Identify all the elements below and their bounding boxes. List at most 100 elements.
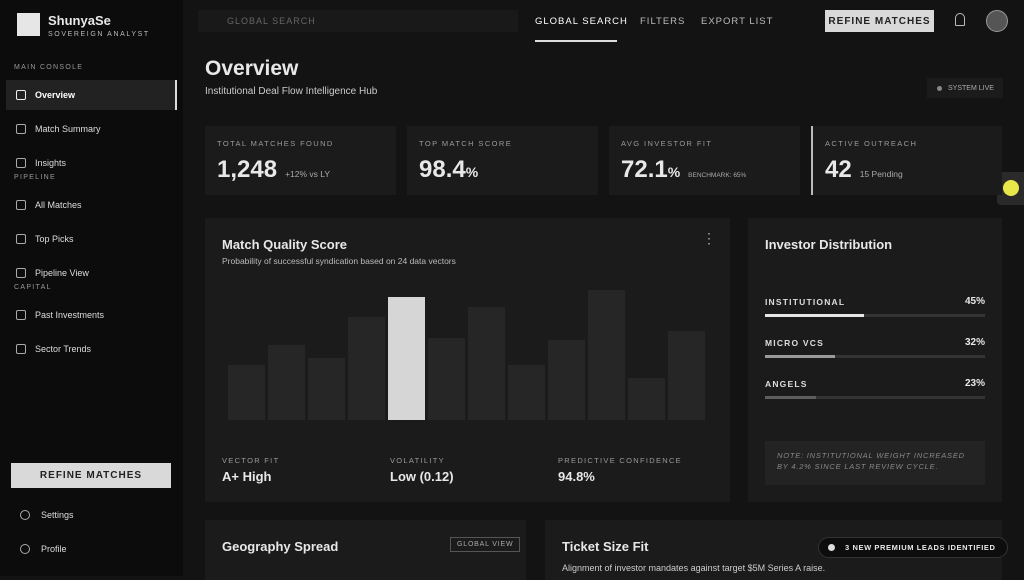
status-text: SYSTEM LIVE [948,84,994,92]
status-dot [937,86,942,91]
dist-value: 23% [964,378,985,389]
toast-dot [828,544,835,551]
kpi-note: +12% vs LY [285,169,331,179]
logo [17,13,40,36]
bar [668,331,705,420]
dist-name: ANGELS [765,379,808,389]
brand-name: ShunyaSe [48,13,111,28]
kpi-label: TOP MATCH SCORE [419,139,513,148]
tab[interactable]: GLOBAL SEARCH [535,16,628,27]
kpi-number: 72.1 [621,156,668,183]
bar [348,317,385,420]
nav-item[interactable]: Top Picks [6,224,177,254]
dist-name: MICRO VCS [765,338,824,348]
kpi-label: ACTIVE OUTREACH [825,139,918,148]
nav-icon [16,124,26,134]
card-subtitle: Alignment of investor mandates against t… [562,563,826,573]
dist-fill [765,314,864,317]
bar-chart [228,290,705,420]
bar [588,290,625,420]
nav-item[interactable]: All Matches [6,190,177,220]
nav-item[interactable]: Past Investments [6,300,177,330]
kpi-value: 42 15 Pending [825,156,903,184]
nav-item[interactable]: Overview [6,80,177,110]
nav-label: Insights [35,158,67,168]
nav-label: Match Summary [35,124,101,134]
nav-item[interactable]: Pipeline View [6,258,177,288]
stat-label: PREDICTIVE CONFIDENCE [558,456,682,465]
match-card: Match Quality Score Probability of succe… [205,218,730,502]
kpi-card: ACTIVE OUTREACH 42 15 Pending [811,126,1002,195]
footer-label[interactable]: Profile [41,544,67,554]
nav-icon [16,90,26,100]
dist-value: 45% [964,296,985,307]
bar [308,358,345,420]
bar [428,338,465,420]
top-refine-button[interactable]: REFINE MATCHES [825,10,934,32]
kpi-label: TOTAL MATCHES FOUND [217,139,334,148]
nav-item[interactable]: Sector Trends [6,334,177,364]
dist-value: 32% [964,337,985,348]
avatar[interactable] [986,10,1008,32]
tab[interactable]: FILTERS [640,16,686,27]
dist-track [765,314,985,317]
stat-label: VOLATILITY [390,456,445,465]
section-title: PIPELINE [14,174,56,181]
dist-fill [765,355,836,358]
kpi-number: 42 [825,156,852,183]
stat-value: Low (0.12) [390,469,454,484]
geography-card: Geography Spread GLOBAL VIEW [205,520,526,580]
tab-underline [535,40,617,42]
kpi-unit: % [465,164,479,180]
refine-button[interactable]: REFINE MATCHES [11,463,171,488]
bar [628,378,665,420]
nav-label: Overview [35,90,76,100]
kpi-value: 98.4% [419,156,478,184]
stat-label: VECTOR FIT [222,456,280,465]
card-subtitle: Probability of successful syndication ba… [222,256,456,266]
card-title: Investor Distribution [765,237,893,252]
bell-icon[interactable] [955,13,965,26]
page-title: Overview [205,57,299,80]
stat-value: A+ High [222,469,272,484]
footer-icon [20,544,30,554]
bar [468,307,505,420]
dist-track [765,396,985,399]
bar [268,345,305,420]
kpi-note: BENCHMARK: 65% [688,172,747,179]
section-title: MAIN CONSOLE [14,64,84,71]
kpi-note: 15 Pending [859,169,903,179]
nav-label: Past Investments [35,310,105,320]
stat-value: 94.8% [558,469,595,484]
global-view-button[interactable]: GLOBAL VIEW [450,537,521,552]
toast[interactable]: 3 NEW PREMIUM LEADS IDENTIFIED [818,537,1008,558]
bar [228,365,265,420]
bar [388,297,425,420]
nav-icon [16,268,26,278]
nav-label: Sector Trends [35,344,92,354]
kpi-card: TOTAL MATCHES FOUND 1,248 +12% vs LY [205,126,396,195]
status-badge: SYSTEM LIVE [927,78,1003,98]
search-box[interactable]: GLOBAL SEARCH [198,10,518,32]
bar [508,365,545,420]
sidebar: ShunyaSe SOVEREIGN ANALYST REFINE MATCHE… [0,0,183,576]
kpi-card: TOP MATCH SCORE 98.4% [407,126,598,195]
brand-tagline: SOVEREIGN ANALYST [48,31,150,38]
dist-track [765,355,985,358]
kpi-number: 98.4 [419,156,466,183]
nav-label: Pipeline View [35,268,89,278]
page-subtitle: Institutional Deal Flow Intelligence Hub [205,86,378,97]
kpi-value: 72.1% BENCHMARK: 65% [621,156,746,184]
assistant-icon [1003,180,1019,196]
card-title: Ticket Size Fit [562,539,649,554]
kpi-label: AVG INVESTOR FIT [621,139,713,148]
kpi-value: 1,248 +12% vs LY [217,156,330,184]
nav-icon [16,344,26,354]
tab[interactable]: EXPORT LIST [701,16,774,27]
nav-icon [16,158,26,168]
footer-label[interactable]: Settings [41,510,74,520]
nav-item[interactable]: Insights [6,148,177,178]
footer-icon [20,510,30,520]
nav-item[interactable]: Match Summary [6,114,177,144]
nav-icon [16,234,26,244]
